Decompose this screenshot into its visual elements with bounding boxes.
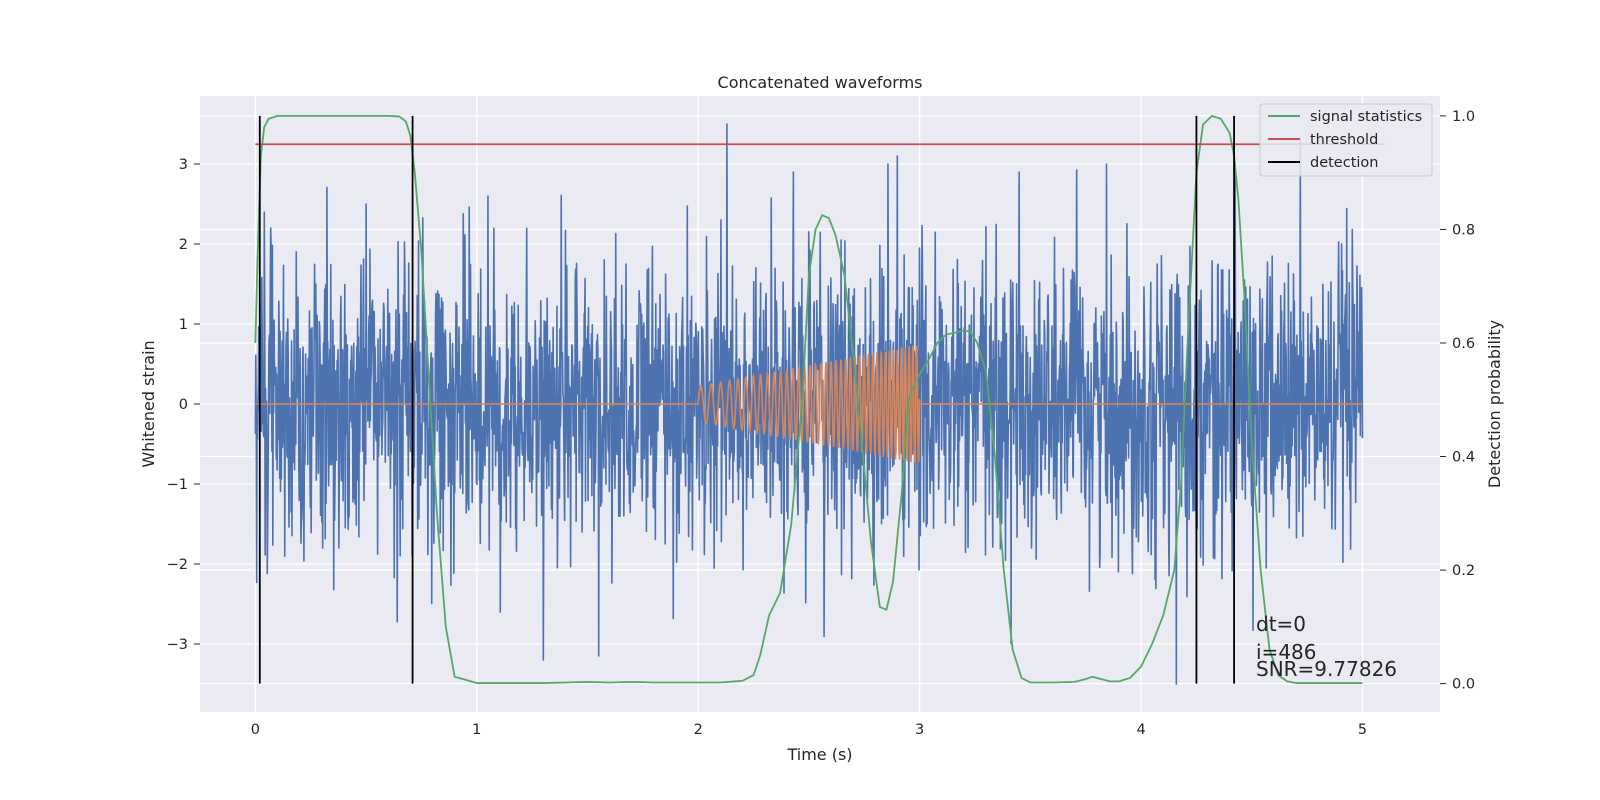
legend-label-signal-statistics: signal statistics xyxy=(1310,109,1422,125)
y-axis-label-right: Detection probability xyxy=(1485,320,1504,488)
x-tick-label: 2 xyxy=(694,722,703,738)
annotation-index: i=486 xyxy=(1256,640,1317,664)
y-axis-label: Whitened strain xyxy=(139,340,158,467)
x-tick-label: 5 xyxy=(1358,722,1367,738)
y-right-tick-label: 0.6 xyxy=(1452,336,1475,352)
y-tick-label: 0 xyxy=(179,397,188,413)
y-tick-label: 3 xyxy=(179,157,188,173)
series-layer xyxy=(254,114,1385,685)
legend-label-detection: detection xyxy=(1310,155,1378,171)
x-axis-label: Time (s) xyxy=(786,745,852,764)
x-tick-label: 0 xyxy=(251,722,260,738)
chart-title: Concatenated waveforms xyxy=(718,73,923,92)
y-right-tick-label: 0.8 xyxy=(1452,222,1475,238)
annotation-dt: dt=0 xyxy=(1256,612,1306,636)
annotation-snr: SNR=9.77826 xyxy=(1256,657,1397,681)
y-right-tick-label: 0.0 xyxy=(1452,677,1475,693)
x-tick-label: 3 xyxy=(915,722,924,738)
x-tick-label: 1 xyxy=(472,722,481,738)
legend-box xyxy=(1259,103,1433,177)
annotations: dt=0 i=486 SNR=9.77826 xyxy=(1256,612,1397,681)
y-tick-label: −3 xyxy=(167,637,188,653)
whitened-strain-line xyxy=(254,123,1364,685)
y-right-tick-label: 1.0 xyxy=(1452,109,1475,125)
legend: signal statistics threshold detection xyxy=(1259,103,1433,177)
y-right-tick-label: 0.4 xyxy=(1452,450,1475,466)
y-tick-label: −2 xyxy=(167,557,188,573)
y-tick-label: −1 xyxy=(167,477,188,493)
signal-statistics-line xyxy=(254,114,1363,684)
y-tick-label: 1 xyxy=(179,317,188,333)
legend-label-threshold: threshold xyxy=(1310,132,1378,148)
injected-chirp-line xyxy=(255,345,1363,463)
y-right-tick-label: 0.2 xyxy=(1452,563,1475,579)
ticks: 0 1 2 3 4 5 −3 −2 −1 0 1 2 3 0.0 0.2 0.4 0.6 0.8 1.0 xyxy=(167,109,1475,738)
y-tick-label: 2 xyxy=(179,237,188,253)
x-tick-label: 4 xyxy=(1136,722,1145,738)
